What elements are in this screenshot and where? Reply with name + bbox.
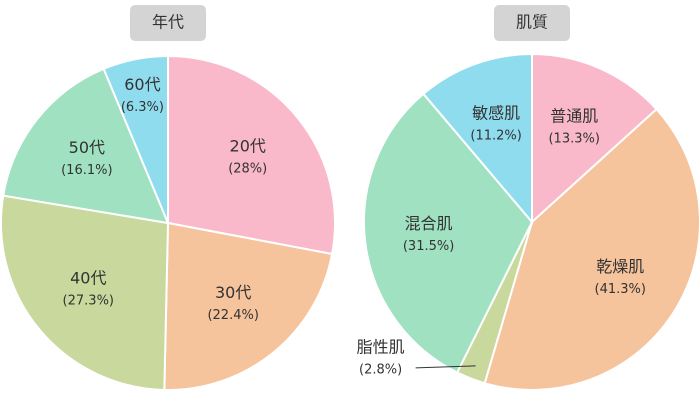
slice-label: 乾燥肌 — [596, 257, 644, 276]
value-label: (31.5%) — [403, 239, 454, 254]
pie-slice — [483, 107, 700, 391]
pie-slice — [2, 67, 170, 225]
slice-label: 敏感肌 — [472, 104, 520, 123]
slice-label: 脂性肌 — [357, 337, 405, 356]
pie-slice — [0, 194, 170, 391]
title-box — [494, 5, 570, 41]
value-label: (28%) — [228, 161, 267, 176]
slice-label: 混合肌 — [405, 214, 453, 233]
slice-label: 60代 — [124, 75, 160, 94]
pie-slice — [363, 92, 534, 374]
chart-title: 肌質 — [516, 13, 548, 32]
pie-slice — [163, 221, 334, 391]
value-label: (2.8%) — [359, 362, 402, 377]
pie-slice — [531, 52, 658, 225]
pie-slice — [102, 54, 169, 224]
value-label: (22.4%) — [207, 308, 258, 323]
title-box — [130, 5, 206, 41]
slice-label: 30代 — [215, 283, 251, 302]
slice-label: 50代 — [69, 138, 105, 157]
value-label: (16.1%) — [61, 163, 112, 178]
slice-label: 普通肌 — [550, 106, 598, 125]
value-label: (41.3%) — [595, 282, 646, 297]
value-label: (11.2%) — [470, 129, 521, 144]
pie-slice — [421, 52, 533, 225]
slice-label: 20代 — [230, 136, 266, 155]
pie-slice — [167, 54, 336, 256]
value-label: (13.3%) — [548, 131, 599, 146]
slice-label: 40代 — [70, 269, 106, 288]
value-label: (27.3%) — [63, 294, 114, 309]
value-label: (6.3%) — [121, 100, 164, 115]
chart-title: 年代 — [152, 13, 184, 32]
leader-line — [415, 365, 476, 369]
